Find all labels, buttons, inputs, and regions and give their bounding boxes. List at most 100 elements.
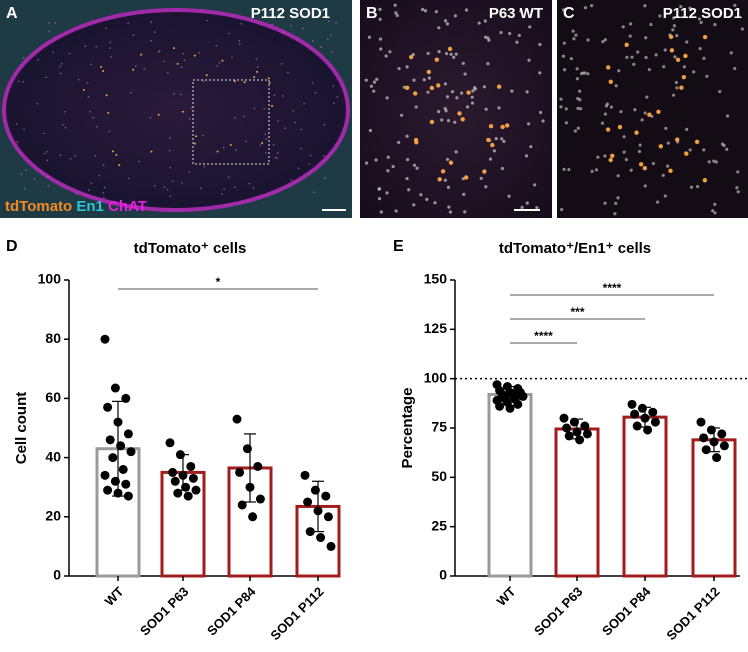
cell	[603, 112, 608, 116]
cell	[384, 54, 388, 58]
cell	[736, 170, 740, 174]
cell	[377, 196, 382, 201]
cell	[320, 46, 322, 48]
cell	[84, 45, 87, 48]
cell	[541, 119, 545, 123]
cell	[484, 185, 488, 189]
data-point	[701, 445, 711, 455]
data-point	[100, 470, 110, 480]
cell	[647, 112, 652, 117]
image-legend: tdTomato En1 ChAT	[5, 198, 147, 215]
cell	[109, 47, 111, 49]
cell	[290, 179, 293, 181]
cell	[561, 8, 566, 12]
data-point	[255, 494, 265, 504]
cell	[622, 150, 626, 154]
cell	[238, 40, 241, 42]
x-tick-label: WT	[102, 584, 127, 609]
cell	[483, 19, 487, 23]
cell	[323, 123, 326, 126]
cell	[658, 14, 662, 18]
cell	[311, 82, 314, 84]
cell	[573, 129, 577, 133]
cell	[24, 187, 26, 190]
panel-a-image	[0, 0, 352, 218]
cell	[671, 93, 676, 97]
cell	[575, 67, 579, 71]
cell	[336, 96, 339, 98]
cell	[486, 62, 490, 66]
cell	[702, 56, 706, 60]
cell	[643, 111, 647, 115]
cell	[330, 34, 332, 36]
cell	[663, 194, 667, 198]
cell	[407, 188, 411, 192]
cell	[644, 36, 648, 40]
cell	[157, 113, 160, 116]
cell	[445, 22, 450, 26]
cell	[675, 137, 680, 142]
cell	[234, 186, 236, 189]
cell	[463, 175, 469, 180]
cell	[265, 151, 267, 154]
cell	[590, 169, 594, 173]
data-point	[186, 461, 196, 471]
cell	[274, 156, 277, 159]
cell	[98, 174, 101, 177]
cell	[538, 71, 542, 75]
cell	[436, 83, 441, 88]
cell	[483, 35, 488, 39]
cell	[46, 159, 49, 162]
data-point	[121, 393, 131, 403]
cell	[507, 194, 511, 198]
cell	[267, 77, 270, 80]
cell	[675, 33, 679, 38]
data-point	[505, 403, 515, 413]
cell	[52, 51, 55, 54]
cell	[437, 26, 441, 30]
cell	[216, 65, 219, 67]
cell	[733, 66, 737, 71]
data-point	[562, 423, 572, 433]
cell	[238, 43, 241, 45]
cell	[135, 65, 137, 68]
cell	[218, 61, 221, 64]
cell	[379, 47, 383, 51]
cell	[423, 9, 428, 13]
data-point	[321, 491, 331, 501]
data-point	[121, 479, 131, 489]
cell	[89, 110, 91, 113]
cell	[412, 203, 416, 207]
cell	[669, 48, 675, 53]
x-tick-label: SOD1 P112	[663, 584, 722, 643]
cell	[58, 65, 61, 68]
cell	[447, 46, 453, 52]
cell	[675, 86, 679, 90]
cell	[105, 94, 108, 97]
cell	[613, 212, 617, 216]
data-point	[173, 488, 183, 498]
cell	[617, 124, 623, 130]
cell	[234, 117, 236, 119]
cell	[647, 67, 651, 72]
cell	[132, 34, 135, 37]
cell	[425, 197, 429, 202]
cell	[173, 92, 175, 95]
data-point	[648, 407, 658, 417]
cell	[332, 85, 334, 87]
cell	[256, 66, 259, 68]
cell	[429, 85, 435, 91]
x-tick-label: SOD1 P63	[137, 584, 192, 639]
cell	[702, 148, 706, 152]
cell	[630, 55, 634, 59]
cell	[94, 155, 97, 157]
cell	[183, 59, 186, 62]
cell	[460, 91, 464, 95]
cell	[300, 128, 303, 131]
cell	[681, 74, 687, 80]
data-point	[326, 541, 336, 551]
cell	[169, 195, 172, 198]
y-tick-label: 25	[431, 517, 447, 533]
cell	[364, 161, 369, 165]
x-tick-label: SOD1 P112	[267, 584, 326, 643]
